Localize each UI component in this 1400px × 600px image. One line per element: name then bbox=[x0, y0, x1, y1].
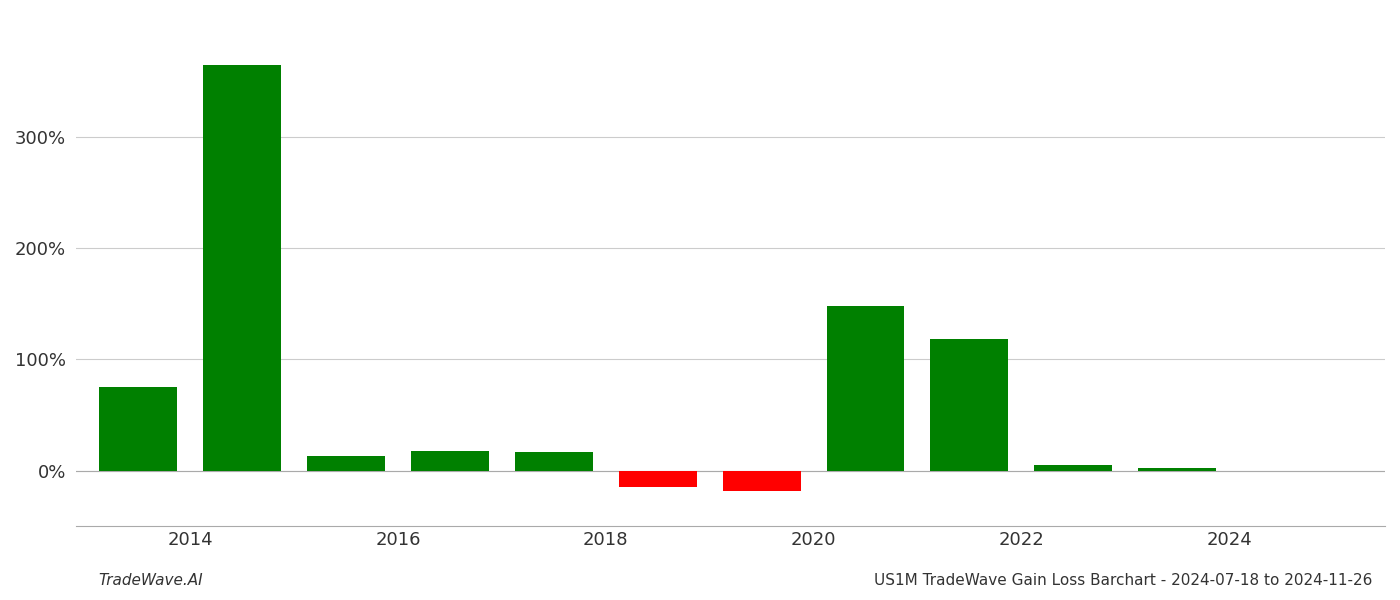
Bar bbox=[203, 65, 281, 470]
Text: US1M TradeWave Gain Loss Barchart - 2024-07-18 to 2024-11-26: US1M TradeWave Gain Loss Barchart - 2024… bbox=[874, 573, 1372, 588]
Bar bbox=[307, 456, 385, 470]
Text: TradeWave.AI: TradeWave.AI bbox=[98, 573, 203, 588]
Bar bbox=[412, 451, 489, 470]
Bar bbox=[826, 306, 904, 470]
Bar bbox=[619, 470, 697, 487]
Bar bbox=[1138, 469, 1217, 470]
Bar bbox=[515, 452, 592, 470]
Bar bbox=[931, 340, 1008, 470]
Bar bbox=[99, 387, 178, 470]
Bar bbox=[1035, 465, 1112, 470]
Bar bbox=[722, 470, 801, 491]
